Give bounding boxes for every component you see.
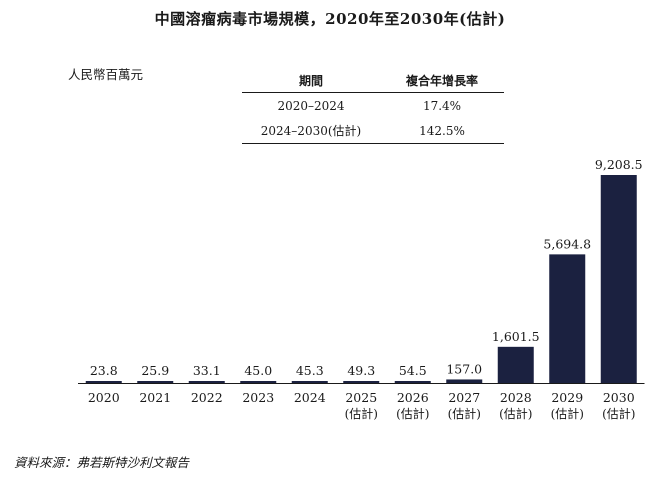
cagr-table: 期間 複合年增長率 2020–2024 17.4% 2024–2030(估計) … [242,68,504,144]
x-tick-label: 2025 [345,390,377,405]
x-tick-label: 2020 [88,390,120,405]
bar [137,381,174,383]
unit-label: 人民幣百萬元 [68,67,144,82]
value-label: 33.1 [193,363,221,378]
bar [188,381,225,383]
x-tick-label: 2026 [397,390,429,405]
value-label: 157.0 [446,361,482,376]
x-tick-label: 2030 [603,390,635,405]
value-label: 25.9 [141,363,169,378]
x-tick-label: 2021 [139,390,171,405]
value-label: 54.5 [399,363,427,378]
x-tick-sublabel: (估計) [602,406,635,421]
cagr-period: 2020–2024 [277,98,345,113]
cagr-header-rate: 複合年增長率 [380,68,504,93]
bar [497,346,534,383]
value-label: 9,208.5 [595,157,643,172]
bar [291,381,328,383]
bar [549,254,586,383]
x-tick-label: 2023 [242,390,274,405]
cagr-header-row: 期間 複合年增長率 [242,68,504,93]
bar [240,381,277,383]
value-label: 49.3 [347,363,375,378]
value-label: 5,694.8 [543,236,591,251]
value-label: 1,601.5 [492,329,540,344]
bar [343,381,380,383]
cagr-rate: 17.4% [422,98,462,113]
value-label: 23.8 [90,363,118,378]
bar [600,175,637,383]
cagr-rate: 142.5% [380,118,504,144]
x-tick-sublabel: (估計) [345,406,378,421]
x-tick-label: 2028 [500,390,532,405]
x-tick-label: 2027 [448,390,480,405]
x-tick-sublabel: (估計) [551,406,584,421]
value-label: 45.0 [244,363,272,378]
cagr-row: 2024–2030(估計) 142.5% [242,118,504,144]
x-tick-label: 2024 [294,390,326,405]
x-tick-sublabel: (估計) [448,406,481,421]
cagr-row: 2020–2024 17.4% [242,93,504,119]
bar [446,379,483,383]
cagr-header-period: 期間 [242,68,380,93]
source-note: 資料來源：弗若斯特沙利文報告 [14,455,190,470]
bar [394,381,431,383]
x-tick-sublabel: (估計) [396,406,429,421]
cagr-period: 2024–2030(估計) [242,118,380,144]
chart-title: 中國溶瘤病毒市場規模，2020年至2030年(估計) [154,10,506,28]
bar [85,381,122,383]
x-tick-label: 2029 [551,390,583,405]
x-tick-sublabel: (估計) [499,406,532,421]
value-label: 45.3 [296,363,324,378]
x-tick-label: 2022 [191,390,223,405]
